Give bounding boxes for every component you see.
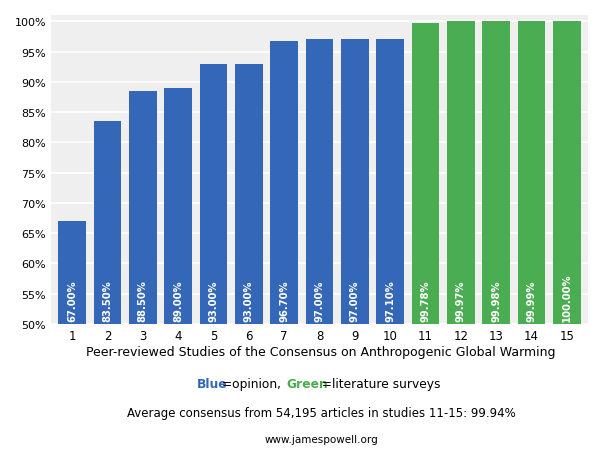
Bar (412, 24, 439, 324)
Text: 99.97%: 99.97% (456, 280, 466, 321)
Text: www.jamespowell.org: www.jamespowell.org (264, 434, 378, 444)
Text: 89.00%: 89.00% (173, 280, 183, 321)
Text: 99.98%: 99.98% (491, 280, 501, 321)
Text: 93.00%: 93.00% (244, 280, 254, 321)
Bar (376, 40, 404, 324)
Text: 96.70%: 96.70% (279, 280, 289, 321)
Bar (58, 221, 86, 324)
Bar (518, 22, 545, 324)
Bar (482, 22, 510, 324)
Text: 100.00%: 100.00% (562, 273, 572, 321)
Bar (553, 22, 581, 324)
Bar (306, 40, 333, 324)
Bar (341, 40, 368, 324)
Bar (271, 42, 298, 324)
Text: Peer-reviewed Studies of the Consensus on Anthropogenic Global Warming: Peer-reviewed Studies of the Consensus o… (86, 345, 556, 358)
Bar (129, 92, 157, 324)
Bar (447, 22, 475, 324)
Bar (235, 64, 263, 324)
Bar (164, 88, 192, 324)
Text: =literature surveys: =literature surveys (318, 377, 440, 390)
Text: 97.10%: 97.10% (385, 280, 395, 321)
Text: 99.78%: 99.78% (421, 280, 430, 321)
Text: 99.99%: 99.99% (526, 280, 536, 321)
Text: Blue: Blue (197, 377, 227, 390)
Text: 83.50%: 83.50% (103, 280, 113, 321)
Text: =opinion,: =opinion, (223, 377, 286, 390)
Text: Average consensus from 54,195 articles in studies 11-15: 99.94%: Average consensus from 54,195 articles i… (127, 407, 515, 419)
Text: 67.00%: 67.00% (67, 280, 77, 321)
Bar (94, 122, 121, 324)
Text: 93.00%: 93.00% (209, 280, 218, 321)
Text: 97.00%: 97.00% (350, 280, 360, 321)
Text: 88.50%: 88.50% (138, 279, 148, 321)
Text: Green: Green (286, 377, 328, 390)
Text: 97.00%: 97.00% (314, 280, 325, 321)
Bar (200, 64, 227, 324)
